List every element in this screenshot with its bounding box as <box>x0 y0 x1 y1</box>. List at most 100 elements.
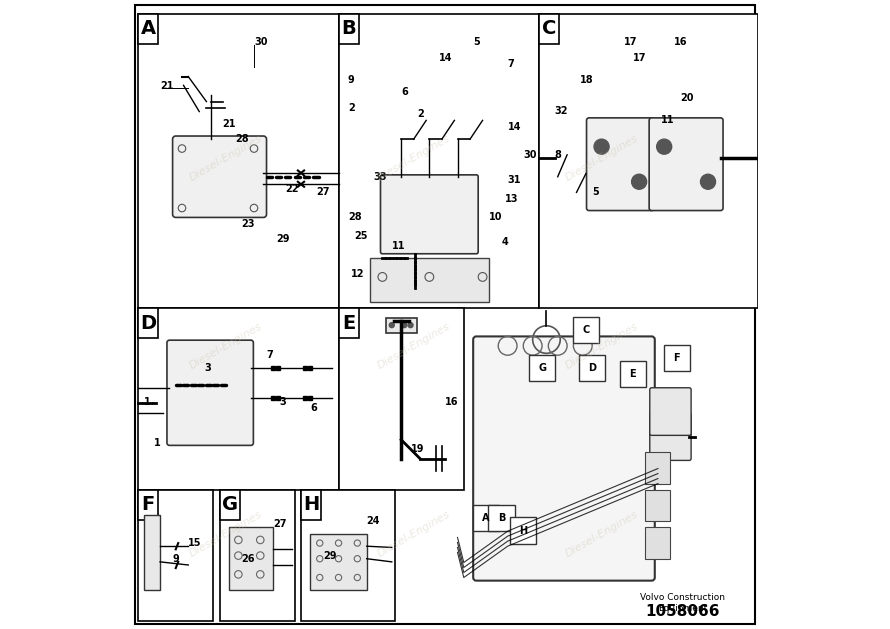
Text: 2: 2 <box>417 109 424 119</box>
Bar <box>338 14 359 44</box>
Text: Diesel-Engines: Diesel-Engines <box>563 321 640 370</box>
Bar <box>539 14 758 308</box>
FancyBboxPatch shape <box>473 505 499 531</box>
Circle shape <box>408 323 413 328</box>
Text: 17: 17 <box>633 53 646 63</box>
Text: 1: 1 <box>144 397 151 407</box>
FancyBboxPatch shape <box>619 361 646 387</box>
Text: 6: 6 <box>401 87 408 97</box>
Text: 11: 11 <box>392 241 405 250</box>
Text: Diesel-Engines: Diesel-Engines <box>188 321 264 370</box>
Text: F: F <box>142 496 155 515</box>
Text: 1058066: 1058066 <box>646 604 720 620</box>
Text: 24: 24 <box>367 516 380 526</box>
FancyBboxPatch shape <box>510 518 537 543</box>
Circle shape <box>632 174 647 189</box>
Bar <box>220 490 239 520</box>
Text: G: G <box>538 363 546 373</box>
Text: 14: 14 <box>507 121 522 131</box>
Text: H: H <box>303 496 320 515</box>
Text: 3: 3 <box>204 363 211 373</box>
Bar <box>144 515 160 590</box>
Text: 20: 20 <box>680 94 693 103</box>
Text: 30: 30 <box>254 37 268 47</box>
Bar <box>311 533 367 590</box>
FancyBboxPatch shape <box>573 317 599 343</box>
Text: Diesel-Engines: Diesel-Engines <box>376 321 452 370</box>
Text: 21: 21 <box>160 81 174 91</box>
Bar <box>539 14 559 44</box>
Text: D: D <box>140 314 157 333</box>
FancyBboxPatch shape <box>173 136 266 218</box>
Bar <box>645 527 670 559</box>
Text: Diesel-Engines: Diesel-Engines <box>188 509 264 559</box>
Text: 32: 32 <box>554 106 568 116</box>
Bar <box>338 308 464 490</box>
Bar <box>138 308 158 338</box>
FancyBboxPatch shape <box>664 345 690 372</box>
Circle shape <box>700 174 716 189</box>
FancyBboxPatch shape <box>579 355 605 381</box>
Text: 19: 19 <box>410 444 424 454</box>
Text: 29: 29 <box>276 235 289 244</box>
Bar <box>645 452 670 484</box>
Text: F: F <box>674 353 680 364</box>
Text: 5: 5 <box>592 187 599 198</box>
Text: 33: 33 <box>373 172 386 182</box>
Text: 18: 18 <box>579 75 594 85</box>
Text: 30: 30 <box>523 150 537 160</box>
Text: 9: 9 <box>348 75 355 85</box>
Circle shape <box>401 323 407 328</box>
Text: 16: 16 <box>445 397 458 407</box>
Text: 25: 25 <box>354 231 368 242</box>
Text: Diesel-Engines: Diesel-Engines <box>376 509 452 559</box>
Text: 23: 23 <box>241 219 255 229</box>
Text: E: E <box>342 314 355 333</box>
Text: Diesel-Engines: Diesel-Engines <box>563 509 640 559</box>
FancyBboxPatch shape <box>529 355 555 381</box>
FancyBboxPatch shape <box>650 387 692 435</box>
Text: H: H <box>519 526 528 535</box>
Text: G: G <box>222 496 238 515</box>
Text: 27: 27 <box>317 187 330 198</box>
Text: Diesel-Engines: Diesel-Engines <box>188 133 264 183</box>
Text: 12: 12 <box>351 269 365 279</box>
Bar <box>385 318 417 333</box>
Bar <box>301 490 321 520</box>
FancyBboxPatch shape <box>649 118 723 211</box>
Bar <box>220 490 295 621</box>
Text: 14: 14 <box>439 53 452 63</box>
Text: 5: 5 <box>473 37 480 47</box>
Text: 27: 27 <box>273 520 287 529</box>
Bar <box>138 308 338 490</box>
Text: 29: 29 <box>323 550 336 560</box>
Text: 21: 21 <box>222 118 236 128</box>
Text: 26: 26 <box>241 554 255 564</box>
Text: 31: 31 <box>507 175 522 185</box>
Bar <box>229 527 273 590</box>
Bar <box>338 14 539 308</box>
Bar <box>138 490 214 621</box>
Text: 9: 9 <box>173 554 180 564</box>
FancyBboxPatch shape <box>381 175 478 253</box>
Text: A: A <box>141 19 156 38</box>
Bar <box>338 308 359 338</box>
Bar <box>138 14 158 44</box>
FancyBboxPatch shape <box>167 340 254 445</box>
Text: 8: 8 <box>554 150 562 160</box>
Text: B: B <box>341 19 356 38</box>
Text: Volvo Construction
Equipment: Volvo Construction Equipment <box>641 593 725 613</box>
Text: 7: 7 <box>266 350 273 360</box>
FancyBboxPatch shape <box>473 337 655 581</box>
Bar <box>138 490 158 520</box>
Text: A: A <box>482 513 490 523</box>
Bar <box>301 490 395 621</box>
Text: 28: 28 <box>348 213 361 223</box>
Text: Diesel-Engines: Diesel-Engines <box>563 133 640 183</box>
FancyBboxPatch shape <box>489 505 514 531</box>
Text: 13: 13 <box>505 194 518 204</box>
Text: 22: 22 <box>286 184 299 194</box>
Circle shape <box>594 139 609 154</box>
Text: 15: 15 <box>189 538 202 548</box>
FancyBboxPatch shape <box>587 118 654 211</box>
